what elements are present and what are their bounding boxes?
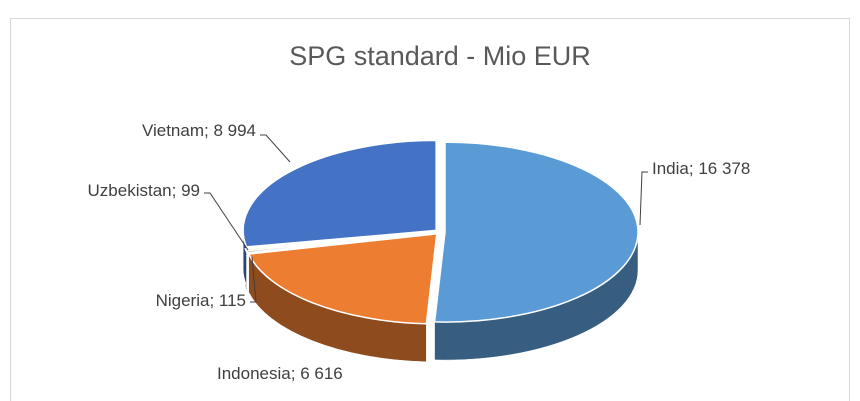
label-value: 16 378 xyxy=(698,159,750,178)
data-label: Vietnam; 8 994 xyxy=(142,121,256,140)
label-separator: ; xyxy=(291,364,300,383)
leader-line xyxy=(260,134,291,163)
label-separator: ; xyxy=(204,121,213,140)
label-value: 6 616 xyxy=(300,364,343,383)
chart-title: SPG standard - Mio EUR xyxy=(289,41,591,71)
label-separator: ; xyxy=(172,181,181,200)
label-value: 115 xyxy=(219,291,246,310)
label-separator: ; xyxy=(689,159,698,178)
label-separator: ; xyxy=(209,291,218,310)
slice xyxy=(242,139,437,248)
leader-line xyxy=(250,256,257,303)
leader-line xyxy=(204,192,249,251)
leader-line xyxy=(639,171,648,226)
label-category: Indonesia xyxy=(217,364,291,383)
label-category: Vietnam xyxy=(142,121,204,140)
data-label: Nigeria; 115 xyxy=(156,291,246,310)
data-label: Indonesia; 6 616 xyxy=(217,364,343,383)
slice xyxy=(247,233,438,325)
label-category: Nigeria xyxy=(156,291,210,310)
label-value: 8 994 xyxy=(213,121,256,140)
pie-tops xyxy=(242,139,639,325)
label-category: Uzbekistan xyxy=(88,181,172,200)
label-category: India xyxy=(652,159,689,178)
label-value: 99 xyxy=(181,181,200,200)
data-label: Uzbekistan; 99 xyxy=(88,181,200,200)
data-label: India; 16 378 xyxy=(652,159,750,178)
slice xyxy=(433,141,639,323)
slice xyxy=(244,231,436,252)
